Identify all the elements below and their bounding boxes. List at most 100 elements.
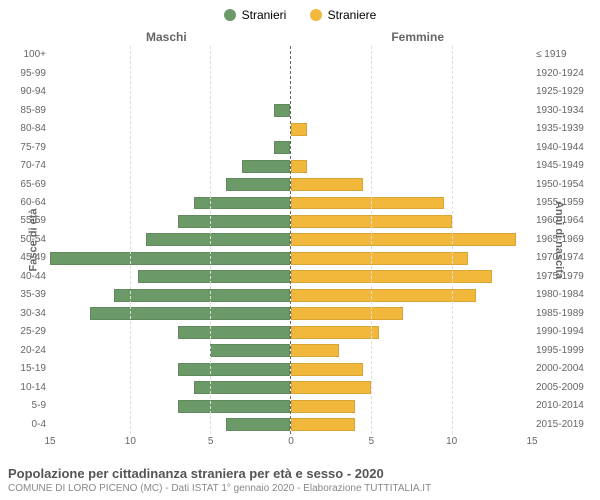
bar-female xyxy=(291,381,371,394)
x-tick: 10 xyxy=(125,436,136,447)
bar-row-female xyxy=(291,64,532,82)
legend: Stranieri Straniere xyxy=(6,8,594,24)
legend-swatch-male xyxy=(224,9,236,21)
bar-female xyxy=(291,326,379,339)
legend-label-male: Stranieri xyxy=(242,8,287,22)
bar-row-female xyxy=(291,175,532,193)
gridline xyxy=(371,46,372,434)
chart-title: Popolazione per cittadinanza straniera p… xyxy=(8,466,592,481)
bar-row-female xyxy=(291,268,532,286)
birth-label: 1995-1999 xyxy=(536,342,594,360)
bar-row-male xyxy=(50,194,290,212)
birth-label: 2015-2019 xyxy=(536,415,594,433)
age-label: 25-29 xyxy=(6,323,46,341)
bar-row-male xyxy=(50,231,290,249)
birth-label: 1985-1989 xyxy=(536,305,594,323)
panel-title-male: Maschi xyxy=(146,30,187,44)
age-label: 30-34 xyxy=(6,305,46,323)
bar-row-female xyxy=(291,305,532,323)
birth-label: 1980-1984 xyxy=(536,286,594,304)
age-label: 40-44 xyxy=(6,268,46,286)
bar-row-male xyxy=(50,323,290,341)
bar-female xyxy=(291,160,307,173)
bar-female xyxy=(291,363,363,376)
age-label: 5-9 xyxy=(6,397,46,415)
bar-row-female xyxy=(291,342,532,360)
female-half xyxy=(291,46,532,434)
bar-male xyxy=(178,215,290,228)
age-label: 60-64 xyxy=(6,194,46,212)
bar-female xyxy=(291,233,516,246)
bar-row-male xyxy=(50,268,290,286)
bar-row-female xyxy=(291,120,532,138)
bar-female xyxy=(291,289,476,302)
bar-row-female xyxy=(291,157,532,175)
age-label: 85-89 xyxy=(6,101,46,119)
bar-male xyxy=(210,344,290,357)
birth-label: 1930-1934 xyxy=(536,101,594,119)
age-label: 50-54 xyxy=(6,231,46,249)
bar-row-male xyxy=(50,249,290,267)
age-label: 0-4 xyxy=(6,415,46,433)
age-label: 95-99 xyxy=(6,64,46,82)
legend-label-female: Straniere xyxy=(328,8,377,22)
age-label: 100+ xyxy=(6,46,46,64)
bar-row-male xyxy=(50,138,290,156)
bar-row-male xyxy=(50,360,290,378)
x-tick: 5 xyxy=(369,436,375,447)
age-label: 10-14 xyxy=(6,378,46,396)
bar-male xyxy=(114,289,290,302)
bar-row-female xyxy=(291,415,532,433)
bar-female xyxy=(291,197,444,210)
birth-label: 1920-1924 xyxy=(536,64,594,82)
bar-row-male xyxy=(50,286,290,304)
age-label: 35-39 xyxy=(6,286,46,304)
age-label: 45-49 xyxy=(6,249,46,267)
bar-row-male xyxy=(50,378,290,396)
bar-row-male xyxy=(50,157,290,175)
chart-subtitle: COMUNE DI LORO PICENO (MC) - Dati ISTAT … xyxy=(8,483,592,494)
gridline xyxy=(130,46,131,434)
bar-female xyxy=(291,400,355,413)
bar-row-male xyxy=(50,83,290,101)
bar-male xyxy=(178,400,290,413)
bar-male xyxy=(226,178,290,191)
bar-row-female xyxy=(291,360,532,378)
birth-label: 1945-1949 xyxy=(536,157,594,175)
birth-label: 1925-1929 xyxy=(536,83,594,101)
bar-row-male xyxy=(50,212,290,230)
age-label: 70-74 xyxy=(6,157,46,175)
bar-row-female xyxy=(291,286,532,304)
bar-row-male xyxy=(50,46,290,64)
bar-female xyxy=(291,270,492,283)
bar-male xyxy=(178,363,290,376)
bar-row-female xyxy=(291,194,532,212)
bar-row-male xyxy=(50,397,290,415)
x-tick: 5 xyxy=(208,436,214,447)
age-label: 20-24 xyxy=(6,342,46,360)
legend-item-male: Stranieri xyxy=(224,8,287,22)
bar-row-male xyxy=(50,120,290,138)
x-tick: 0 xyxy=(288,436,294,447)
bar-row-male xyxy=(50,305,290,323)
bar-row-female xyxy=(291,378,532,396)
bars-area xyxy=(50,46,532,434)
legend-item-female: Straniere xyxy=(310,8,377,22)
bar-row-female xyxy=(291,101,532,119)
birth-label: 1935-1939 xyxy=(536,120,594,138)
gridline xyxy=(210,46,211,434)
chart-footer: Popolazione per cittadinanza straniera p… xyxy=(8,466,592,494)
bar-male xyxy=(178,326,290,339)
birth-label: 1990-1994 xyxy=(536,323,594,341)
birth-label: 2005-2009 xyxy=(536,378,594,396)
gridline xyxy=(452,46,453,434)
male-half xyxy=(50,46,291,434)
bar-female xyxy=(291,252,468,265)
bar-row-female xyxy=(291,46,532,64)
bar-female xyxy=(291,178,363,191)
panel-title-female: Femmine xyxy=(391,30,444,44)
bar-male xyxy=(90,307,290,320)
y-axis-title-left: Fasce di età xyxy=(27,209,39,272)
birth-label: 2010-2014 xyxy=(536,397,594,415)
bar-male xyxy=(138,270,290,283)
